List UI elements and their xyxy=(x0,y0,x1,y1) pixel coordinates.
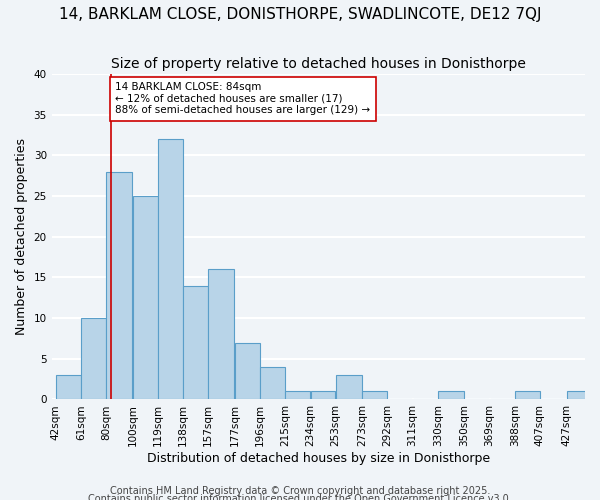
Bar xyxy=(438,392,464,400)
Bar xyxy=(106,172,133,400)
Bar xyxy=(158,139,183,400)
X-axis label: Distribution of detached houses by size in Donisthorpe: Distribution of detached houses by size … xyxy=(147,452,490,465)
Text: Contains HM Land Registry data © Crown copyright and database right 2025.: Contains HM Land Registry data © Crown c… xyxy=(110,486,490,496)
Bar xyxy=(362,392,387,400)
Title: Size of property relative to detached houses in Donisthorpe: Size of property relative to detached ho… xyxy=(111,58,526,71)
Y-axis label: Number of detached properties: Number of detached properties xyxy=(15,138,28,336)
Bar xyxy=(515,392,539,400)
Bar xyxy=(235,342,260,400)
Bar xyxy=(81,318,106,400)
Text: Contains public sector information licensed under the Open Government Licence v3: Contains public sector information licen… xyxy=(88,494,512,500)
Bar xyxy=(208,270,235,400)
Bar xyxy=(260,367,285,400)
Bar xyxy=(311,392,335,400)
Text: 14 BARKLAM CLOSE: 84sqm
← 12% of detached houses are smaller (17)
88% of semi-de: 14 BARKLAM CLOSE: 84sqm ← 12% of detache… xyxy=(115,82,370,116)
Bar xyxy=(566,392,592,400)
Bar xyxy=(336,375,362,400)
Bar xyxy=(133,196,158,400)
Bar xyxy=(56,375,80,400)
Bar xyxy=(286,392,310,400)
Text: 14, BARKLAM CLOSE, DONISTHORPE, SWADLINCOTE, DE12 7QJ: 14, BARKLAM CLOSE, DONISTHORPE, SWADLINC… xyxy=(59,6,541,22)
Bar xyxy=(183,286,208,400)
